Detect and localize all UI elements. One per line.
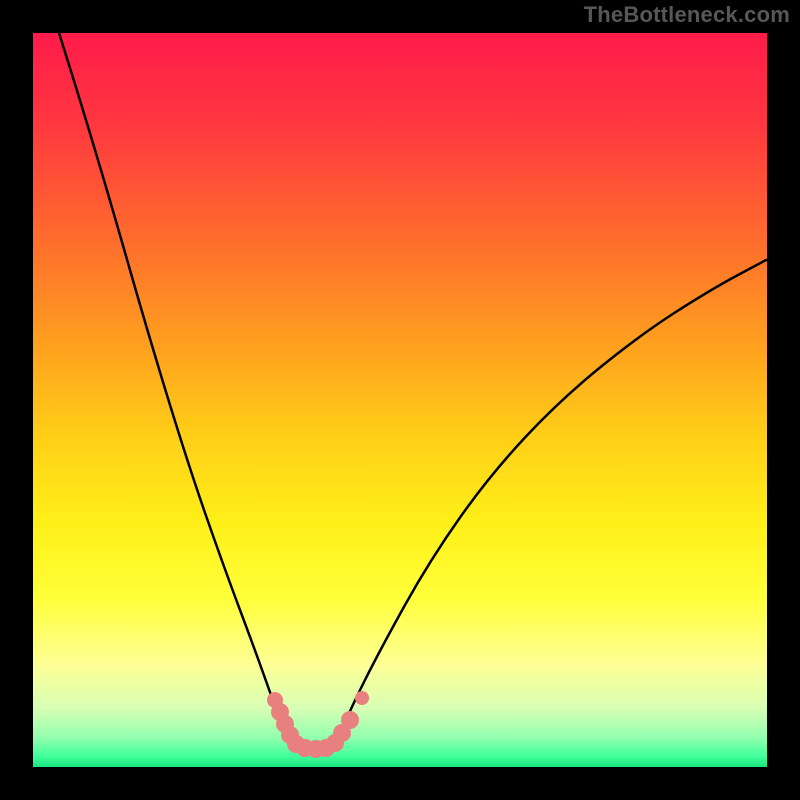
- curve-left: [59, 33, 290, 745]
- canvas-root: TheBottleneck.com: [0, 0, 800, 800]
- marker-dot: [341, 711, 359, 729]
- curve-right: [336, 260, 766, 745]
- curve-layer: [0, 0, 800, 800]
- marker-dot: [355, 691, 369, 705]
- watermark-text: TheBottleneck.com: [584, 2, 790, 28]
